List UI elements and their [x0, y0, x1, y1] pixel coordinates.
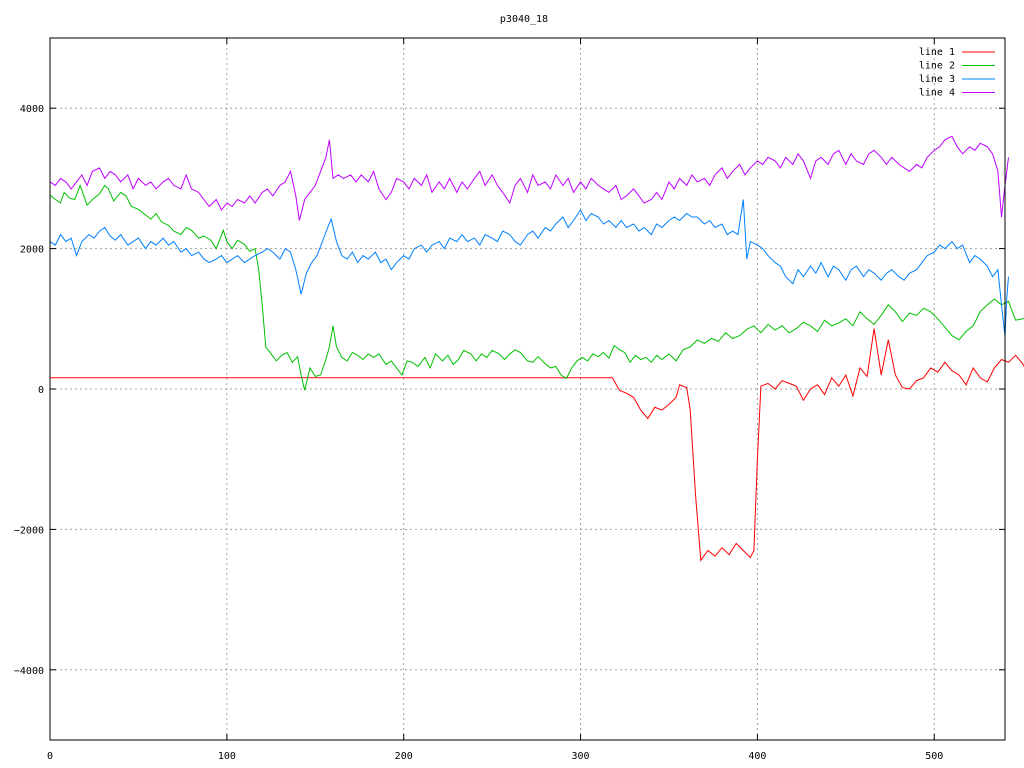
- y-tick-label: −4000: [14, 666, 44, 677]
- grid: [50, 38, 1005, 740]
- x-tick-label: 400: [748, 751, 766, 762]
- series-layer: [49, 135, 1024, 562]
- x-tick-label: 100: [218, 751, 236, 762]
- series-line-4: [49, 135, 1009, 221]
- chart-title: p3040_18: [500, 14, 548, 25]
- y-tick-label: 0: [38, 385, 44, 396]
- series-line-3: [49, 199, 1009, 337]
- x-tick-label: 0: [47, 751, 53, 762]
- x-tick-label: 500: [925, 751, 943, 762]
- y-tick-label: −2000: [14, 525, 44, 536]
- legend: line 1 line 2 line 3 line 4: [919, 47, 995, 99]
- legend-label-1: line 1: [919, 47, 955, 58]
- x-tick-label: 300: [572, 751, 590, 762]
- x-tick-label: 200: [395, 751, 413, 762]
- legend-label-3: line 3: [919, 74, 955, 85]
- y-tick-label: 4000: [20, 104, 44, 115]
- y-tick-label: 2000: [20, 245, 44, 256]
- legend-label-2: line 2: [919, 61, 955, 72]
- axes: 0 100 200 300 400 500 −4000 −2000 0 2000 4000: [14, 38, 1005, 762]
- series-line-1: [50, 328, 1024, 562]
- legend-label-4: line 4: [919, 88, 955, 99]
- series-line-2: [49, 183, 1024, 391]
